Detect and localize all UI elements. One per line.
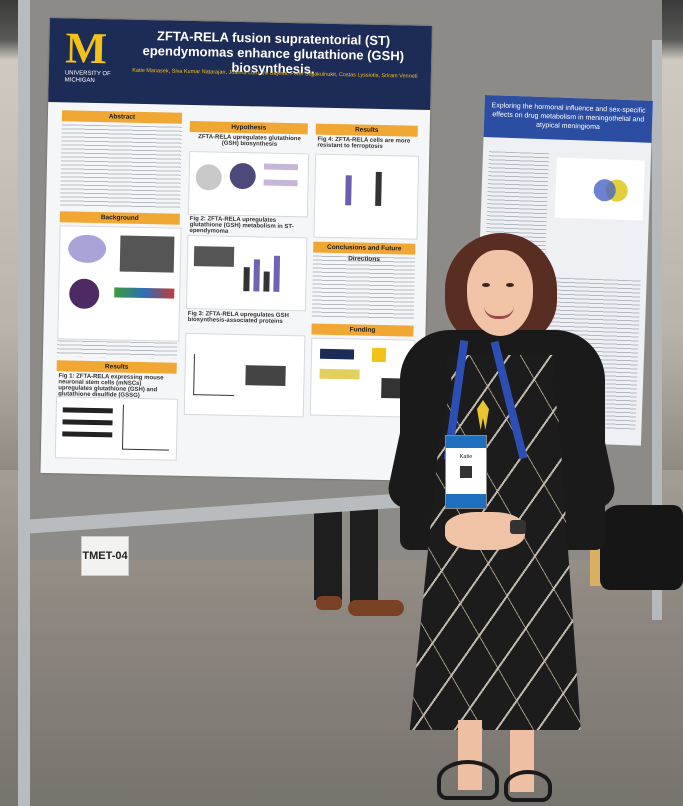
blot-band — [62, 431, 113, 438]
brain-illustration — [195, 164, 222, 191]
conclusions-text — [311, 255, 416, 320]
badge-name: Katie — [459, 454, 473, 460]
results-figure — [313, 153, 420, 240]
section-results-right: Results — [315, 123, 418, 137]
gene-diagram — [114, 287, 175, 299]
research-poster: M UNIVERSITY OF MICHIGAN ZFTA-RELA fusio… — [40, 18, 432, 481]
chart-bar — [253, 259, 260, 292]
blot-band — [62, 419, 113, 426]
person-smile — [484, 306, 514, 319]
logo-text: UNIVERSITY OF MICHIGAN — [65, 70, 115, 85]
sandal — [504, 770, 552, 802]
hypothesis-caption: ZFTA-RELA upregulates glutathione (GSH) … — [198, 134, 301, 148]
bystander-leg — [350, 500, 378, 605]
board-frame-right — [652, 40, 662, 620]
boxplot-axes — [193, 354, 235, 396]
sponsor-logo — [319, 348, 355, 360]
person-face — [467, 250, 533, 336]
logo-letter: M — [64, 23, 108, 74]
figure-caption: Fig 4: ZFTA-RELA cells are more resistan… — [317, 136, 411, 150]
pathway-label — [263, 163, 298, 171]
boxplot-figure — [183, 332, 306, 418]
qr-code — [381, 378, 402, 399]
section-conclusions: Conclusions and Future Directions — [313, 241, 416, 263]
bar-chart-figure — [185, 234, 308, 312]
poster2-title: Exploring the hormonal influence and sex… — [483, 95, 653, 143]
bystander-shoe — [316, 596, 342, 610]
bystander-shoe — [348, 600, 404, 616]
chart-bar — [273, 255, 281, 292]
smart-watch — [510, 520, 526, 534]
poster2-figure — [554, 157, 645, 221]
chart-bar — [375, 171, 382, 206]
figure-caption: Fig 2: ZFTA-RELA upregulates glutathione… — [189, 215, 294, 235]
pathway-label — [263, 179, 298, 187]
person-eye — [482, 283, 490, 287]
bystander-legs — [314, 500, 404, 616]
section-results: Results — [56, 360, 177, 374]
section-hypothesis: Hypothesis — [189, 120, 308, 135]
brain-illustration — [67, 234, 107, 264]
section-abstract: Abstract — [61, 110, 183, 124]
sponsor-logo — [371, 347, 387, 363]
sandal — [437, 760, 499, 800]
chart-bar — [263, 271, 270, 292]
university-logo: M UNIVERSITY OF MICHIGAN — [64, 23, 116, 89]
logo-text-line: MICHIGAN — [64, 77, 95, 84]
board-label: TMET-04 — [81, 536, 129, 576]
pie-chart — [68, 278, 100, 310]
blot-panel — [245, 365, 286, 387]
hypothesis-diagram — [187, 150, 310, 218]
person-dress — [409, 355, 581, 730]
tumor-image — [119, 235, 175, 273]
figure-caption: Fig 3: ZFTA-RELA upregulates GSH biosynt… — [187, 310, 289, 325]
backpack — [600, 505, 683, 590]
chart-bar — [243, 267, 250, 292]
blot-band — [62, 407, 113, 414]
sponsor-logo — [319, 368, 360, 380]
logo-text-line: UNIVERSITY OF — [64, 70, 111, 78]
bystander-leg — [314, 500, 342, 600]
western-blot-figure — [54, 396, 179, 461]
poster-header: M UNIVERSITY OF MICHIGAN ZFTA-RELA fusio… — [48, 18, 432, 110]
badge-footer — [446, 494, 486, 508]
badge-header — [446, 436, 486, 448]
cell-illustration — [229, 162, 257, 190]
awareness-ribbon — [477, 400, 489, 430]
chart-bar — [345, 175, 352, 206]
section-funding: Funding — [311, 323, 414, 337]
badge-qr-code — [460, 466, 472, 478]
name-badge: Katie — [445, 435, 487, 509]
background-figure — [57, 225, 182, 342]
abstract-text — [60, 124, 182, 209]
section-background: Background — [59, 211, 180, 225]
person-eye — [506, 283, 514, 287]
board-frame-left — [18, 0, 30, 806]
background-text — [56, 340, 178, 359]
scatter-plot — [121, 404, 170, 451]
heatmap-panel — [193, 246, 235, 267]
